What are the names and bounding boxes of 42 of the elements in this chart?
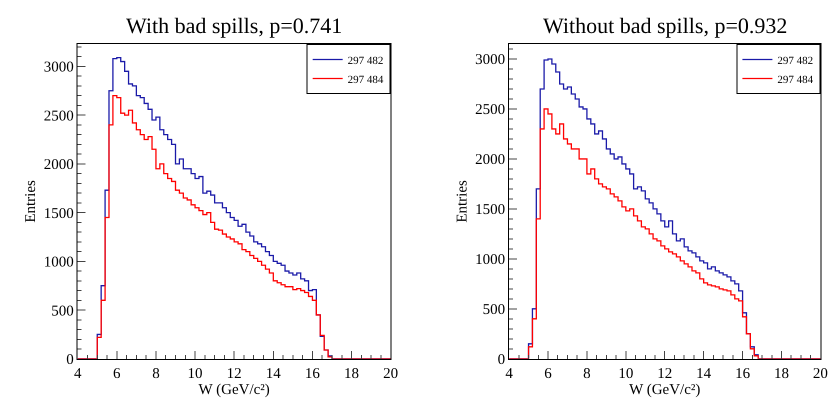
y-tick-label: 2000 <box>44 157 74 174</box>
x-tick-label: 18 <box>774 366 789 382</box>
y-tick-label: 1500 <box>44 206 74 222</box>
x-tick-label: 4 <box>505 366 514 382</box>
y-axis-title: Entries <box>454 180 470 223</box>
x-tick-label: 12 <box>226 366 242 382</box>
x-tick-label: 16 <box>735 366 751 382</box>
y-tick-label: 3000 <box>475 52 506 68</box>
x-axis-title: W (GeV/c²) <box>198 382 270 398</box>
x-tick-label: 12 <box>657 366 672 382</box>
x-tick-label: 4 <box>74 366 82 382</box>
x-tick-label: 16 <box>304 366 320 382</box>
x-tick-label: 18 <box>344 366 360 382</box>
y-tick-label: 2500 <box>44 108 74 124</box>
x-tick-label: 20 <box>812 366 828 382</box>
x-tick-label: 14 <box>266 366 282 382</box>
x-axis-title: W (GeV/c²) <box>629 382 700 398</box>
x-tick-label: 6 <box>544 366 552 382</box>
y-tick-label: 2500 <box>475 102 506 118</box>
x-tick-label: 10 <box>618 366 634 382</box>
chart-title: With bad spills, p=0.741 <box>126 13 342 38</box>
x-tick-label: 6 <box>113 366 122 382</box>
x-tick-label: 14 <box>696 366 712 382</box>
y-tick-label: 1500 <box>475 202 506 218</box>
y-tick-label: 3000 <box>44 60 74 76</box>
y-tick-label: 0 <box>66 352 74 368</box>
x-tick-label: 10 <box>188 366 203 382</box>
y-axis-title: Entries <box>22 180 39 223</box>
y-tick-label: 500 <box>51 303 74 320</box>
y-tick-label: 500 <box>482 302 506 318</box>
y-tick-label: 0 <box>498 352 506 368</box>
x-tick-label: 8 <box>152 366 160 382</box>
y-tick-label: 2000 <box>475 152 506 168</box>
legend-label: 297 482 <box>777 54 814 67</box>
legend-label: 297 484 <box>777 74 814 86</box>
x-tick-label: 8 <box>583 366 591 382</box>
chart-title: Without bad spills, p=0.932 <box>543 13 788 38</box>
y-tick-label: 1000 <box>44 254 74 271</box>
legend-label: 297 482 <box>348 54 384 67</box>
x-tick-label: 20 <box>383 366 398 382</box>
legend-label: 297 484 <box>348 74 384 86</box>
y-tick-label: 1000 <box>475 252 506 268</box>
